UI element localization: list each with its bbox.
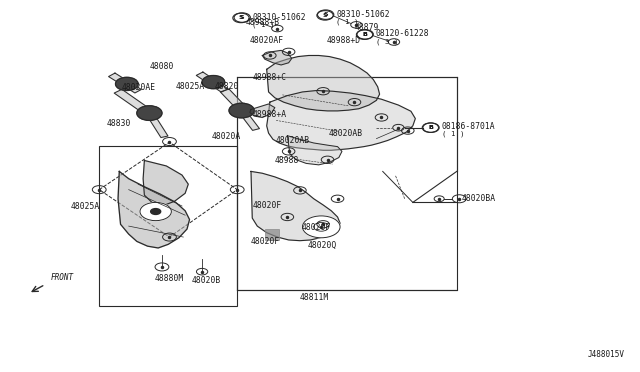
Text: 48820: 48820 — [214, 82, 239, 91]
Text: 48020F: 48020F — [253, 201, 282, 210]
Polygon shape — [262, 50, 292, 65]
Text: 48020BA: 48020BA — [461, 194, 496, 203]
Text: 48988+A: 48988+A — [253, 110, 287, 119]
Text: 08186-8701A: 08186-8701A — [442, 122, 495, 131]
Bar — [99, 146, 237, 306]
Polygon shape — [251, 171, 340, 241]
Text: 48020AB: 48020AB — [276, 136, 310, 145]
Polygon shape — [287, 136, 342, 165]
Text: 48811M: 48811M — [300, 293, 329, 302]
Text: 48020Q: 48020Q — [307, 241, 337, 250]
Text: 48988+B: 48988+B — [246, 18, 280, 27]
Text: 48020AE: 48020AE — [121, 83, 156, 92]
Text: 48020AB: 48020AB — [328, 129, 362, 138]
Text: ( 1 ): ( 1 ) — [336, 19, 359, 25]
Text: FRONT: FRONT — [51, 273, 74, 282]
Text: S: S — [240, 15, 244, 20]
Polygon shape — [267, 55, 380, 111]
Text: B: B — [429, 125, 433, 130]
Polygon shape — [250, 104, 275, 118]
Polygon shape — [146, 112, 168, 138]
Text: 48080: 48080 — [149, 62, 174, 71]
Text: 48988: 48988 — [275, 156, 300, 165]
Circle shape — [137, 106, 162, 121]
Text: 48020AF: 48020AF — [250, 36, 284, 45]
Text: ( 1 ): ( 1 ) — [442, 131, 464, 138]
Text: 48880M: 48880M — [154, 275, 184, 283]
Polygon shape — [196, 72, 228, 92]
Text: 08120-61228: 08120-61228 — [376, 29, 429, 38]
Polygon shape — [114, 89, 153, 115]
Text: ( 3 ): ( 3 ) — [376, 38, 398, 45]
Text: 48020B: 48020B — [192, 276, 221, 285]
Text: J488015V: J488015V — [587, 350, 624, 359]
Text: 48020F: 48020F — [251, 237, 280, 246]
Text: B: B — [362, 32, 367, 37]
Text: 48988+C: 48988+C — [253, 73, 287, 82]
Polygon shape — [220, 89, 248, 112]
Bar — [237, 77, 457, 290]
Polygon shape — [267, 90, 415, 150]
Text: 48830: 48830 — [107, 119, 131, 128]
Polygon shape — [238, 110, 259, 130]
Text: S: S — [323, 12, 328, 17]
Circle shape — [303, 216, 340, 238]
Polygon shape — [109, 73, 141, 93]
Text: B: B — [428, 125, 433, 130]
Polygon shape — [143, 160, 188, 206]
Text: 48020A: 48020A — [212, 132, 241, 141]
Text: ( 1 ): ( 1 ) — [252, 21, 275, 28]
Text: 48988+D: 48988+D — [326, 36, 360, 45]
Bar — [265, 229, 278, 240]
Text: 08310-51062: 08310-51062 — [336, 10, 390, 19]
Text: S: S — [323, 13, 327, 18]
Circle shape — [229, 103, 254, 118]
Text: 08310-51062: 08310-51062 — [252, 13, 306, 22]
Text: 48025A: 48025A — [71, 202, 100, 211]
Circle shape — [140, 202, 172, 221]
Polygon shape — [118, 171, 189, 248]
Text: S: S — [239, 15, 243, 20]
Circle shape — [150, 209, 161, 214]
Text: 48020F: 48020F — [301, 223, 330, 232]
Text: 48025A: 48025A — [176, 82, 205, 91]
Circle shape — [116, 77, 138, 90]
Text: B: B — [363, 32, 367, 37]
Text: 48879: 48879 — [355, 23, 380, 32]
Circle shape — [202, 76, 225, 89]
